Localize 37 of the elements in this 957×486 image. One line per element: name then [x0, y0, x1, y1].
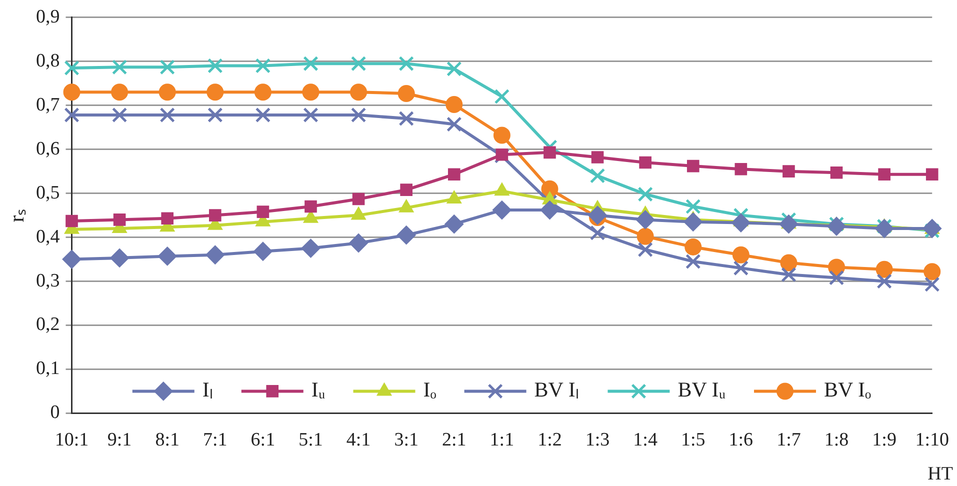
- y-tick-label: 0,8: [36, 50, 60, 72]
- y-tick-label: 0,1: [36, 358, 60, 380]
- y-tick-label: 0,7: [36, 94, 60, 116]
- x-tick-label: 1:4: [633, 430, 658, 451]
- x-tick-label: 1:10: [915, 430, 949, 451]
- legend-label: Iₗ: [202, 378, 214, 402]
- x-tick-label: 1:2: [538, 430, 562, 451]
- y-tick-label: 0,5: [36, 182, 60, 204]
- x-tick-label: 5:1: [298, 430, 323, 451]
- legend-label: BV Iₒ: [824, 378, 872, 402]
- legend-label: Iₒ: [423, 378, 436, 402]
- y-tick-label: 0,2: [36, 314, 60, 336]
- x-tick-label: 3:1: [394, 430, 418, 451]
- x-tick-label: 1:5: [680, 430, 706, 451]
- x-tick-label: 1:1: [490, 430, 514, 451]
- y-axis-title: rₛ: [4, 208, 29, 222]
- x-tick-label: 4:1: [346, 430, 371, 451]
- x-tick-label: 1:6: [728, 430, 754, 451]
- legend-label: BV Iᵤ: [678, 378, 726, 402]
- x-tick-label: 9:1: [107, 430, 132, 451]
- y-tick-label: 0,4: [36, 226, 60, 248]
- x-tick-label: 8:1: [155, 430, 180, 451]
- legend-label: Iᵤ: [311, 378, 326, 402]
- y-tick-label: 0: [50, 402, 60, 424]
- y-tick-label: 0,6: [36, 138, 60, 160]
- x-tick-label: 1:9: [872, 430, 896, 451]
- x-tick-label: 7:1: [203, 430, 228, 451]
- x-tick-label: 10:1: [54, 430, 89, 451]
- y-tick-label: 0,9: [36, 6, 60, 28]
- x-tick-label: 1:8: [824, 430, 849, 451]
- x-tick-label: 1:3: [585, 430, 610, 451]
- y-tick-label: 0,3: [36, 270, 60, 292]
- x-tick-label: 2:1: [442, 430, 466, 451]
- x-tick-label: 1:7: [776, 430, 801, 451]
- x-axis-title: HT: [928, 463, 954, 484]
- x-tick-label: 6:1: [250, 430, 276, 451]
- legend-label: BV Iₗ: [534, 378, 580, 402]
